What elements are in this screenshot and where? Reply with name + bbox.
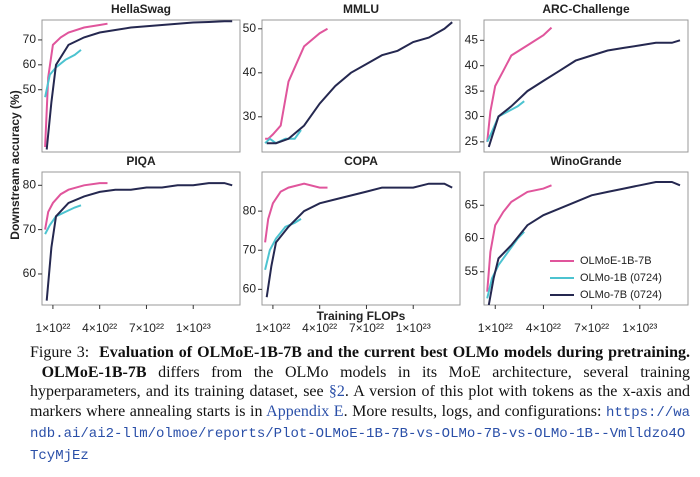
- caption: Figure 3: Evaluation of OLMoE-1B-7B and …: [30, 343, 690, 466]
- y-tick-label: 40: [243, 65, 257, 79]
- y-tick-label: 60: [23, 266, 37, 280]
- section-ref[interactable]: §2: [328, 383, 345, 400]
- chart-title: MMLU: [343, 2, 379, 16]
- y-tick-label: 60: [465, 231, 479, 245]
- plot-frame: [483, 171, 689, 306]
- y-tick-label: 25: [465, 134, 479, 148]
- chart-title: HellaSwag: [111, 2, 171, 16]
- series-line: [487, 181, 681, 306]
- series-line: [44, 22, 108, 148]
- x-tick-label: 7×10²²: [129, 321, 164, 335]
- y-tick-label: 35: [465, 83, 479, 97]
- x-tick-label: 1×10²³: [176, 321, 211, 335]
- series-line: [266, 21, 453, 145]
- series-line: [264, 182, 328, 243]
- x-tick-label: 4×10²²: [302, 321, 337, 335]
- y-tick-label: 65: [465, 197, 479, 211]
- x-tick-label: 1×10²³: [622, 321, 657, 335]
- series-line: [264, 218, 302, 271]
- url-link[interactable]: https://wandb.ai/ai2-llm/olmoe/reports/P…: [30, 404, 691, 464]
- y-tick-label: 45: [465, 32, 479, 46]
- y-tick-label: 70: [243, 242, 257, 256]
- plot-frame: [261, 171, 461, 306]
- y-tick-label: 70: [23, 32, 37, 46]
- x-tick-label: 1×10²²: [35, 321, 70, 335]
- y-tick-label: 80: [243, 203, 257, 217]
- series-line: [265, 182, 453, 298]
- series-line: [487, 39, 681, 148]
- x-tick-label: 1×10²²: [478, 321, 513, 335]
- y-tick-label: 50: [243, 21, 257, 35]
- y-tick-label: 60: [23, 57, 37, 71]
- y-tick-label: 55: [465, 264, 479, 278]
- y-tick-label: 30: [243, 109, 257, 123]
- series-line: [45, 20, 233, 150]
- caption-title: Evaluation of OLMoE-1B-7B and the curren…: [99, 344, 691, 361]
- y-axis-label: Downstream accuracy (%): [8, 90, 22, 239]
- y-tick-label: 60: [243, 282, 257, 296]
- chart-title: COPA: [344, 154, 378, 168]
- legend-label: OLMoE-1B-7B: [580, 255, 652, 267]
- chart-title: WinoGrande: [550, 154, 622, 168]
- series-line: [44, 49, 82, 98]
- plot-frame: [261, 19, 461, 153]
- series-line: [265, 27, 328, 140]
- legend-label: OLMo-1B (0724): [580, 272, 662, 284]
- caption-label: Figure 3:: [30, 344, 90, 361]
- x-tick-label: 7×10²²: [574, 321, 609, 335]
- plot-frame: [41, 171, 241, 306]
- figure: Downstream accuracy (%) Training FLOPs H…: [8, 2, 689, 335]
- y-tick-label: 70: [23, 222, 37, 236]
- chart-title: PIQA: [126, 154, 156, 168]
- series-line: [486, 26, 553, 142]
- legend-label: OLMo-7B (0724): [580, 289, 662, 301]
- x-tick-label: 4×10²²: [82, 321, 117, 335]
- chart-title: ARC-Challenge: [542, 2, 630, 16]
- y-tick-label: 40: [465, 58, 479, 72]
- series-line: [44, 204, 82, 235]
- y-tick-label: 80: [23, 177, 37, 191]
- x-tick-label: 7×10²²: [349, 321, 384, 335]
- caption-text: differs from the OLMo models in its MoE …: [30, 363, 690, 401]
- plot-frame: [483, 19, 689, 153]
- x-axis-label: Training FLOPs: [317, 309, 406, 323]
- y-tick-label: 50: [23, 82, 37, 96]
- caption-name: OLMoE-1B-7B: [41, 363, 147, 381]
- series-line: [44, 182, 108, 230]
- caption-text: . More results, logs, and configurations…: [343, 402, 602, 420]
- caption-text: . A version of this plot with tokens as …: [30, 383, 691, 420]
- appendix-ref[interactable]: Appendix E: [266, 402, 344, 420]
- plot-frame: [41, 19, 241, 153]
- y-tick-label: 30: [465, 109, 479, 123]
- x-tick-label: 1×10²²: [255, 321, 290, 335]
- series-line: [486, 184, 552, 292]
- x-tick-label: 1×10²³: [396, 321, 431, 335]
- series-line: [45, 182, 233, 301]
- x-tick-label: 4×10²²: [526, 321, 561, 335]
